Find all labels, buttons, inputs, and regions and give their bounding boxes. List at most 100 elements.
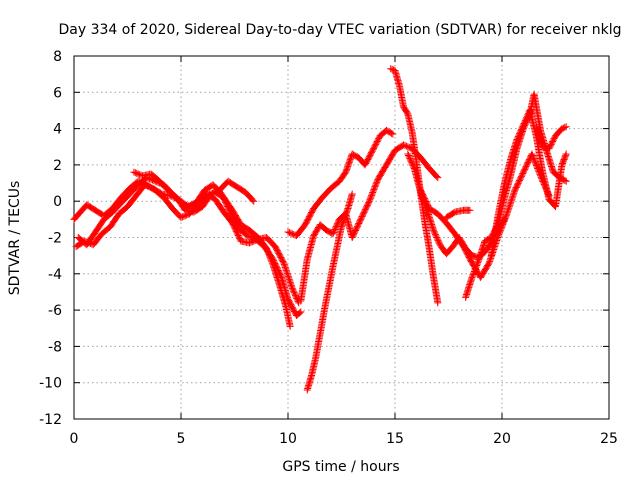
data-point <box>370 184 378 192</box>
data-point <box>510 189 518 197</box>
data-point <box>210 189 218 197</box>
data-point <box>281 262 289 270</box>
data-point <box>507 198 515 206</box>
grid-lines <box>74 56 609 419</box>
data-point <box>280 260 288 268</box>
data-point <box>509 191 517 199</box>
data-point <box>485 259 493 267</box>
data-point <box>211 188 219 196</box>
chart-title: Day 334 of 2020, Sidereal Day-to-day VTE… <box>59 22 622 38</box>
x-tick-label: 15 <box>386 431 404 447</box>
data-point <box>251 237 259 245</box>
data-point <box>365 199 373 207</box>
data-point <box>372 180 380 188</box>
series-arc-4 <box>130 168 258 216</box>
data-point <box>433 172 441 180</box>
data-point <box>250 237 258 245</box>
data-point <box>366 196 374 204</box>
data-point <box>472 265 480 273</box>
data-point <box>329 230 337 238</box>
data-point <box>207 190 215 198</box>
data-point <box>469 272 477 280</box>
data-point <box>486 256 494 264</box>
data-point <box>433 235 441 243</box>
data-point <box>134 170 142 178</box>
x-axis-title: GPS time / hours <box>282 459 399 475</box>
data-point <box>434 299 442 307</box>
data-point <box>286 322 294 330</box>
data-point <box>505 204 513 212</box>
data-point <box>521 117 529 125</box>
data-point <box>178 213 186 221</box>
data-point <box>289 286 297 294</box>
data-point <box>286 277 294 285</box>
data-point <box>373 178 381 186</box>
data-point <box>372 181 380 189</box>
data-point <box>330 228 338 236</box>
data-point <box>506 201 514 209</box>
data-point <box>405 153 413 161</box>
data-point <box>285 229 293 237</box>
data-point <box>432 232 440 240</box>
data-point <box>287 281 295 289</box>
data-point <box>388 129 396 137</box>
data-point <box>531 157 539 165</box>
data-point <box>501 215 509 223</box>
data-point <box>146 183 154 191</box>
data-point <box>368 191 376 199</box>
data-point <box>430 226 438 234</box>
data-point <box>250 197 258 205</box>
data-point <box>287 280 295 288</box>
x-tick-label: 20 <box>493 431 511 447</box>
y-tick-label: 0 <box>53 194 62 210</box>
data-point <box>297 308 305 316</box>
data-point <box>404 150 412 158</box>
data-point <box>410 163 418 171</box>
data-point <box>284 272 292 280</box>
data-point <box>285 275 293 283</box>
data-point <box>387 65 395 73</box>
data-point <box>331 226 339 234</box>
data-point <box>370 186 378 194</box>
data-point <box>133 169 141 177</box>
data-point <box>503 210 511 218</box>
data-point <box>253 236 261 244</box>
x-tick-labels: 0 5 10 15 20 25 <box>70 431 618 447</box>
data-point <box>284 228 292 236</box>
data-point <box>507 197 515 205</box>
data-point <box>470 269 478 277</box>
data-point <box>505 203 513 211</box>
data-point <box>470 267 478 275</box>
y-tick-label: -2 <box>48 231 62 247</box>
data-point <box>433 234 441 241</box>
y-tick-label: 8 <box>53 49 62 65</box>
data-point <box>561 123 569 131</box>
data-point <box>502 213 510 221</box>
data-point <box>513 135 521 143</box>
data-point <box>130 168 138 176</box>
series-arc-5 <box>284 126 397 240</box>
data-point <box>562 177 570 185</box>
series-arc-10 <box>417 150 553 281</box>
data-point <box>408 159 416 167</box>
series-arc-14 <box>532 123 570 153</box>
data-point <box>562 151 570 159</box>
series-arc-11 <box>442 206 474 222</box>
data-point <box>282 265 290 273</box>
data-point <box>528 150 536 158</box>
data-point <box>291 290 299 298</box>
series-arc-7 <box>303 190 356 394</box>
data-point <box>562 150 570 158</box>
data-point <box>291 292 299 300</box>
data-point <box>371 183 379 191</box>
data-point <box>246 233 254 241</box>
data-point <box>519 121 527 129</box>
data-point <box>277 272 285 280</box>
data-point <box>177 214 185 222</box>
data-point <box>516 128 524 136</box>
data-point <box>248 238 256 246</box>
y-tick-label: -6 <box>48 303 62 319</box>
data-point <box>143 182 151 190</box>
data-point <box>468 273 476 281</box>
